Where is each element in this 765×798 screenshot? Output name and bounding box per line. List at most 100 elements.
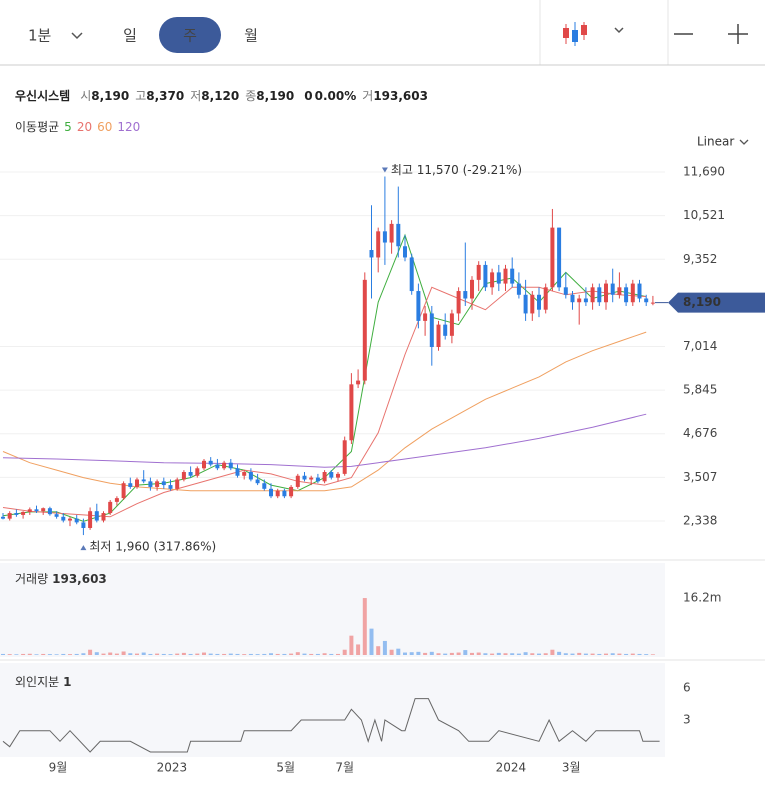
change: 0 [304,89,312,103]
volume-bar [610,653,615,655]
icon-part [572,30,578,42]
chart-type-icon[interactable] [563,22,587,46]
panel-value: 193,603 [52,572,107,586]
volume-bar [570,653,575,655]
volume-panel-bg [0,563,665,657]
volume-bar [369,628,374,655]
candle-body [543,287,548,310]
chevron[interactable] [614,27,624,34]
volume-bar [396,648,401,655]
candle-body [282,490,287,497]
y-tick-label: 4,676 [683,426,717,440]
volume-bar [429,651,434,655]
candle-body [255,479,260,484]
volume-bar [436,653,441,655]
candle-body [483,264,488,288]
x-tick-label: 2024 [496,761,527,775]
quote-value: 8,190 [91,89,129,103]
ma-label: 이동평균 [15,120,59,134]
volume-bar [443,653,448,655]
candle-body [215,464,220,469]
candle-body [436,324,441,348]
candle-body [523,294,528,314]
candle-body [369,250,374,258]
candle-body [14,513,19,515]
candle-body [376,231,381,258]
candle-body [630,283,635,303]
candle-body [557,227,562,288]
volume-bar [503,653,508,655]
volume-bar [295,652,300,655]
quote-label: 시 [80,89,91,103]
candle-body [34,509,39,512]
legend-entry: 5 [64,120,72,134]
candle-body [135,479,139,487]
volume-bar [637,653,642,655]
volume-bar [269,653,273,655]
legend-entry: 120 [117,120,140,134]
x-tick-label: 9월 [49,761,68,775]
candle-body [141,479,146,482]
candle-body [302,475,307,480]
volume-bar [255,654,260,655]
candle-body [449,313,454,336]
x-tick-label: 3월 [562,761,581,775]
active-tab-pill [159,17,221,53]
volume-bar [403,652,407,655]
quote-value: 8,370 [146,89,184,103]
volume-bar [356,644,361,655]
volume-bar [456,652,461,655]
candle-body [262,483,267,489]
volume-bar [74,653,79,655]
ma-line [2,286,647,518]
candle-body [429,313,434,348]
candle-body [121,483,126,499]
candle-body [248,472,253,480]
candle-body [389,223,394,243]
candle-body [382,231,387,243]
volume-bar [222,653,227,655]
annotation: 최저 1,960 (317.86%) [89,540,216,554]
candle-body [275,490,280,497]
quote-label: 거 [362,89,373,103]
volume-bar [449,652,454,655]
candle-body [7,513,12,519]
volume-bar [416,651,421,655]
volume-bar [242,654,247,655]
candle-body [269,488,273,497]
interval-select[interactable]: 1분 [28,27,52,45]
volume-bar [342,649,347,655]
volume-bar [68,654,72,655]
candle-body [68,518,72,521]
volume-bar [483,653,488,655]
tab[interactable]: 주 [183,27,197,45]
candle-body [456,291,461,314]
volume-bar [41,653,46,655]
quote-label: 종 [245,89,256,103]
volume-bar [577,652,582,655]
volume-bar [490,653,495,655]
y-tick-label: 9,352 [683,252,717,266]
y-tick-label: 6 [683,680,691,694]
change-pct: 0.00% [315,89,357,103]
candle-body [423,313,428,321]
volume-bar [516,653,521,655]
volume-bar [228,653,233,655]
volume-title: 거래량 193,603 [15,572,107,586]
legend-entry: 20 [77,120,92,134]
candle-body [94,511,99,521]
volume-bar [188,653,193,655]
volume-bar [101,653,106,655]
y-tick-label: 3,507 [683,470,717,484]
candle-body [570,294,575,303]
volume-bar [135,653,139,655]
tab[interactable]: 일 [123,27,137,45]
tab[interactable]: 월 [244,27,258,45]
ma-legend: 이동평균 5 20 60 120 [15,120,140,134]
annotation: 최고 11,570 (-29.21%) [391,163,522,177]
y-tick-label: 10,521 [683,208,725,222]
candle-body [1,516,5,519]
scale-select[interactable]: Linear [697,135,734,149]
volume-bar [349,635,354,655]
volume-bar [470,652,474,655]
